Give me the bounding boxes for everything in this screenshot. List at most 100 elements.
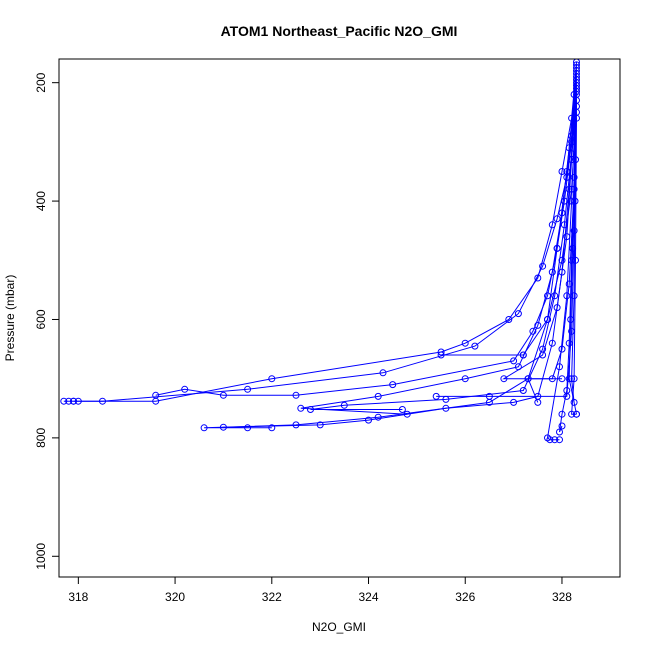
- data-point: [565, 375, 573, 383]
- data-point: [292, 391, 300, 399]
- profile-series: [200, 73, 580, 432]
- data-point: [485, 392, 493, 400]
- data-point: [572, 256, 579, 264]
- data-point: [548, 339, 556, 347]
- profile-series: [524, 108, 580, 406]
- data-point: [219, 423, 227, 431]
- profile-line: [204, 76, 577, 429]
- data-point: [519, 387, 527, 394]
- data-point: [152, 391, 160, 399]
- data-point: [546, 436, 554, 444]
- data-point: [534, 321, 542, 329]
- data-point: [529, 327, 537, 335]
- profile-line: [73, 64, 577, 402]
- data-point: [505, 316, 513, 323]
- data-point: [514, 310, 522, 318]
- x-tick-label: 328: [552, 590, 572, 604]
- profile-line: [223, 79, 577, 428]
- data-point: [437, 351, 445, 359]
- profile-line: [436, 100, 577, 397]
- x-tick-label: 318: [68, 590, 88, 604]
- data-point: [510, 398, 518, 406]
- data-point: [553, 244, 561, 252]
- data-point: [558, 168, 566, 175]
- data-point: [65, 397, 73, 405]
- data-point: [563, 233, 571, 241]
- data-point: [565, 280, 573, 288]
- profile-series: [152, 64, 580, 399]
- plot-frame: [58, 58, 621, 578]
- data-point: [519, 351, 527, 359]
- data-point: [500, 375, 508, 383]
- data-point: [219, 391, 227, 399]
- data-point: [379, 369, 387, 377]
- data-point: [548, 221, 556, 229]
- data-point: [539, 262, 547, 270]
- data-point: [551, 436, 559, 444]
- profile-line: [546, 82, 577, 441]
- x-tick-label: 326: [455, 590, 475, 604]
- data-point: [570, 375, 578, 383]
- data-point: [398, 406, 406, 413]
- data-point: [544, 316, 551, 323]
- profile-series: [297, 67, 580, 418]
- data-point: [524, 375, 532, 383]
- profile-line: [310, 73, 577, 410]
- data-point: [471, 342, 479, 350]
- data-point: [70, 397, 77, 405]
- y-tick-label: 600: [34, 309, 48, 329]
- data-point: [200, 424, 208, 432]
- data-point: [292, 421, 300, 429]
- data-point: [556, 436, 563, 444]
- data-point: [297, 404, 305, 412]
- profile-series: [307, 70, 580, 413]
- x-axis-label: N2O_GMI: [312, 620, 366, 634]
- y-tick-label: 1000: [34, 543, 48, 570]
- data-point: [553, 304, 561, 312]
- data-point: [573, 114, 580, 122]
- data-point: [570, 227, 578, 235]
- data-point: [268, 424, 276, 432]
- y-axis-label: Pressure (mbar): [3, 275, 17, 362]
- data-point: [534, 398, 542, 406]
- data-point: [570, 398, 578, 406]
- data-point: [365, 416, 372, 424]
- data-point: [432, 392, 440, 400]
- x-tick-label: 324: [359, 590, 379, 604]
- x-tick-label: 322: [262, 590, 282, 604]
- data-point: [461, 375, 469, 383]
- x-tick-label: 320: [165, 590, 185, 604]
- data-point: [181, 385, 189, 393]
- profile-line: [63, 61, 577, 402]
- data-point: [558, 422, 566, 430]
- data-point: [563, 292, 571, 300]
- data-point: [558, 256, 566, 264]
- data-point: [563, 392, 571, 400]
- data-point: [534, 274, 542, 282]
- data-point: [340, 401, 348, 409]
- y-tick-label: 800: [34, 428, 48, 448]
- data-point: [461, 339, 469, 347]
- profile-line: [155, 67, 577, 396]
- chart-title: ATOM1 Northeast_Pacific N2O_GMI: [221, 23, 458, 39]
- profile-series: [568, 114, 580, 418]
- profile-line: [527, 112, 577, 403]
- data-point: [510, 357, 518, 365]
- data-point: [389, 381, 397, 389]
- data-point: [268, 375, 276, 383]
- data-point: [244, 385, 252, 393]
- data-point: [548, 268, 556, 276]
- data-point: [316, 421, 324, 429]
- y-tick-label: 400: [34, 191, 48, 211]
- y-axis: 200 400 600 800 1000: [34, 72, 60, 570]
- y-tick-label: 200: [34, 72, 48, 92]
- profile-series: [500, 91, 580, 383]
- data-point: [560, 197, 568, 205]
- x-axis: 318 320 322 324 326 328: [68, 576, 572, 604]
- data-point: [553, 215, 561, 223]
- data-point: [570, 292, 578, 300]
- data-point: [548, 375, 556, 383]
- profile-line: [502, 94, 577, 380]
- data-point: [558, 410, 566, 418]
